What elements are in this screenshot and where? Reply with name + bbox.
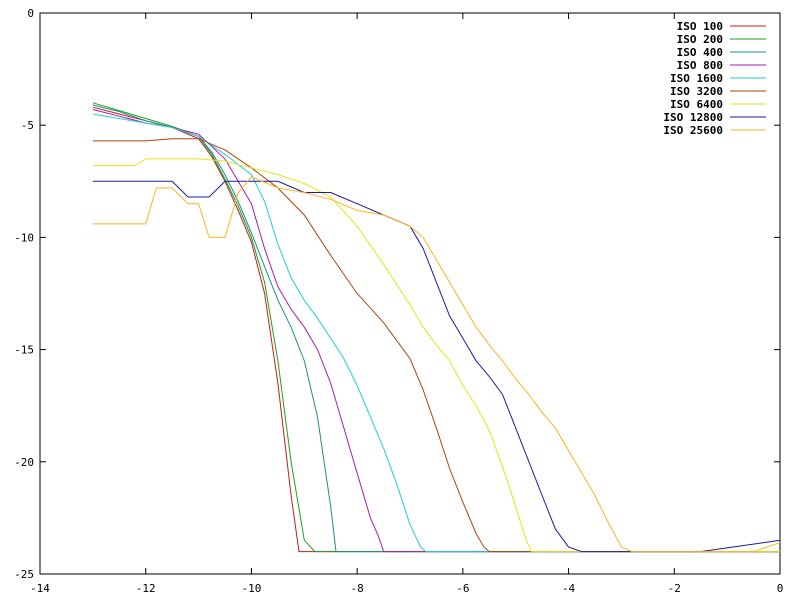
- legend-label: ISO 25600: [663, 124, 723, 137]
- series-line-iso-1600: [92, 113, 780, 553]
- y-tick-label: 0: [27, 7, 34, 20]
- y-tick-label: -20: [14, 456, 34, 469]
- series-line-iso-12800: [92, 180, 781, 553]
- x-tick-label: 0: [777, 582, 784, 595]
- x-tick-label: -12: [136, 582, 156, 595]
- series-line-iso-200: [92, 102, 780, 553]
- y-tick-label: -10: [14, 231, 34, 244]
- legend-label: ISO 3200: [670, 85, 723, 98]
- plot-frame: [39, 12, 781, 575]
- x-tick-label: -6: [456, 582, 469, 595]
- series-line-iso-3200: [92, 138, 780, 553]
- legend-label: ISO 100: [677, 20, 723, 33]
- axis-ticks: -14 -12 -10 -8 -6 -4 -2 00-5-10-15-20-25: [14, 7, 783, 595]
- y-tick-label: -5: [21, 119, 34, 132]
- x-tick-label: -4: [562, 582, 576, 595]
- series-line-iso-800: [92, 109, 780, 553]
- x-tick-label: -10: [241, 582, 261, 595]
- legend-label: ISO 12800: [663, 111, 723, 124]
- x-tick-label: -8: [351, 582, 364, 595]
- series-line-iso-400: [92, 104, 780, 553]
- x-tick-label: -2: [668, 582, 681, 595]
- y-tick-label: -25: [14, 568, 34, 581]
- series-lines: [92, 102, 781, 553]
- legend-label: ISO 400: [677, 46, 723, 59]
- series-line-iso-25600: [92, 176, 781, 553]
- legend-label: ISO 800: [677, 59, 723, 72]
- x-tick-label: -14: [30, 582, 50, 595]
- series-line-iso-100: [92, 106, 780, 553]
- y-tick-label: -15: [14, 344, 34, 357]
- legend-label: ISO 6400: [670, 98, 723, 111]
- legend-label: ISO 1600: [670, 72, 723, 85]
- legend-label: ISO 200: [677, 33, 723, 46]
- series-line-iso-6400: [92, 158, 780, 553]
